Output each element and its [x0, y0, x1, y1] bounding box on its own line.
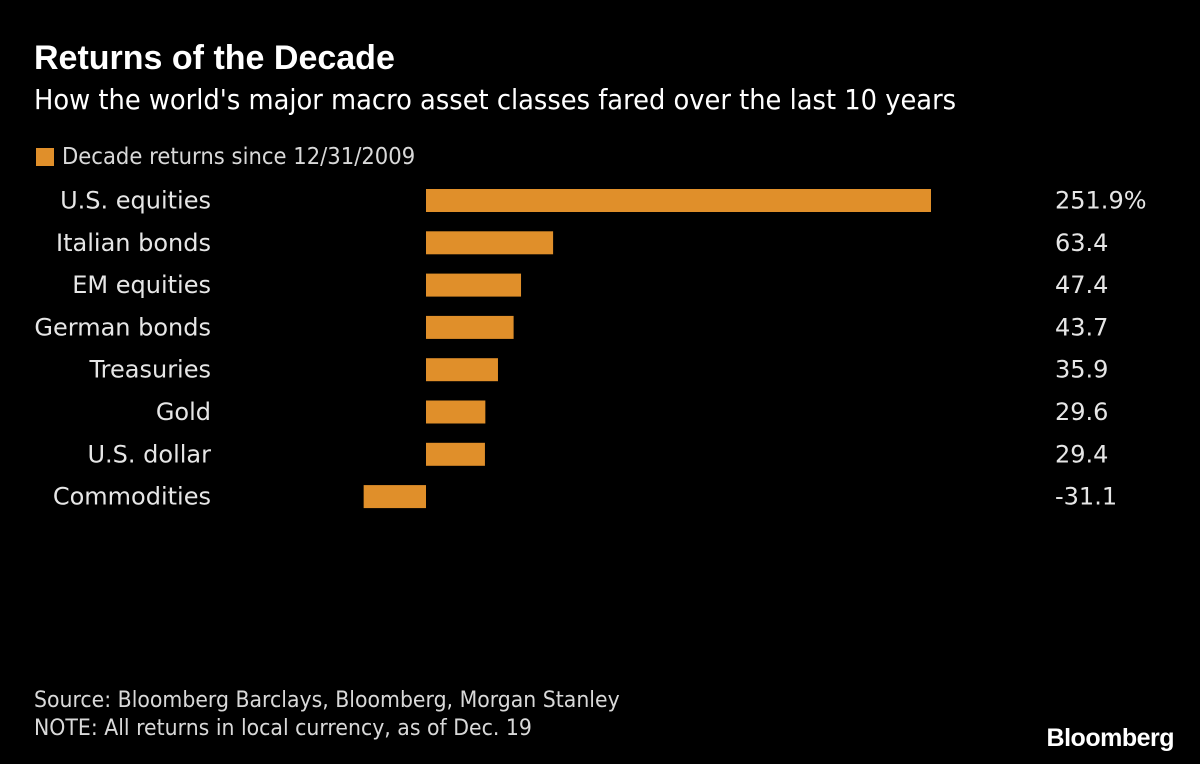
- chart-title: Returns of the Decade: [34, 39, 395, 77]
- category-label: U.S. equities: [60, 187, 211, 215]
- currency-note: NOTE: All returns in local currency, as …: [34, 716, 532, 741]
- value-label: -31.1: [1055, 483, 1117, 511]
- bar: [363, 485, 426, 509]
- bar: [426, 358, 498, 382]
- bloomberg-logo: Bloomberg: [1046, 724, 1175, 752]
- category-label: Italian bonds: [56, 229, 211, 257]
- value-label: 47.4: [1055, 271, 1108, 299]
- value-label: 29.4: [1055, 440, 1108, 468]
- value-label: 63.4: [1055, 229, 1108, 257]
- value-label: 251.9%: [1055, 187, 1147, 215]
- legend-swatch: [36, 148, 54, 166]
- bar: [426, 231, 554, 255]
- category-label: U.S. dollar: [87, 440, 211, 468]
- legend: Decade returns since 12/31/2009: [36, 143, 446, 171]
- bar: [426, 189, 931, 212]
- value-label: 35.9: [1055, 356, 1108, 384]
- category-label: Commodities: [53, 483, 211, 511]
- bar: [426, 315, 514, 339]
- source-note: Source: Bloomberg Barclays, Bloomberg, M…: [34, 688, 620, 713]
- category-label: German bonds: [34, 313, 211, 341]
- bar: [426, 273, 522, 297]
- category-label: EM equities: [72, 271, 211, 299]
- category-label: Gold: [156, 398, 211, 426]
- bar: [426, 400, 486, 424]
- chart-subtitle: How the world's major macro asset classe…: [34, 83, 957, 116]
- legend-label: Decade returns since 12/31/2009: [62, 144, 416, 170]
- value-label: 43.7: [1055, 313, 1108, 341]
- category-label: Treasuries: [89, 356, 211, 384]
- value-label: 29.6: [1055, 398, 1108, 426]
- bar: [426, 442, 485, 466]
